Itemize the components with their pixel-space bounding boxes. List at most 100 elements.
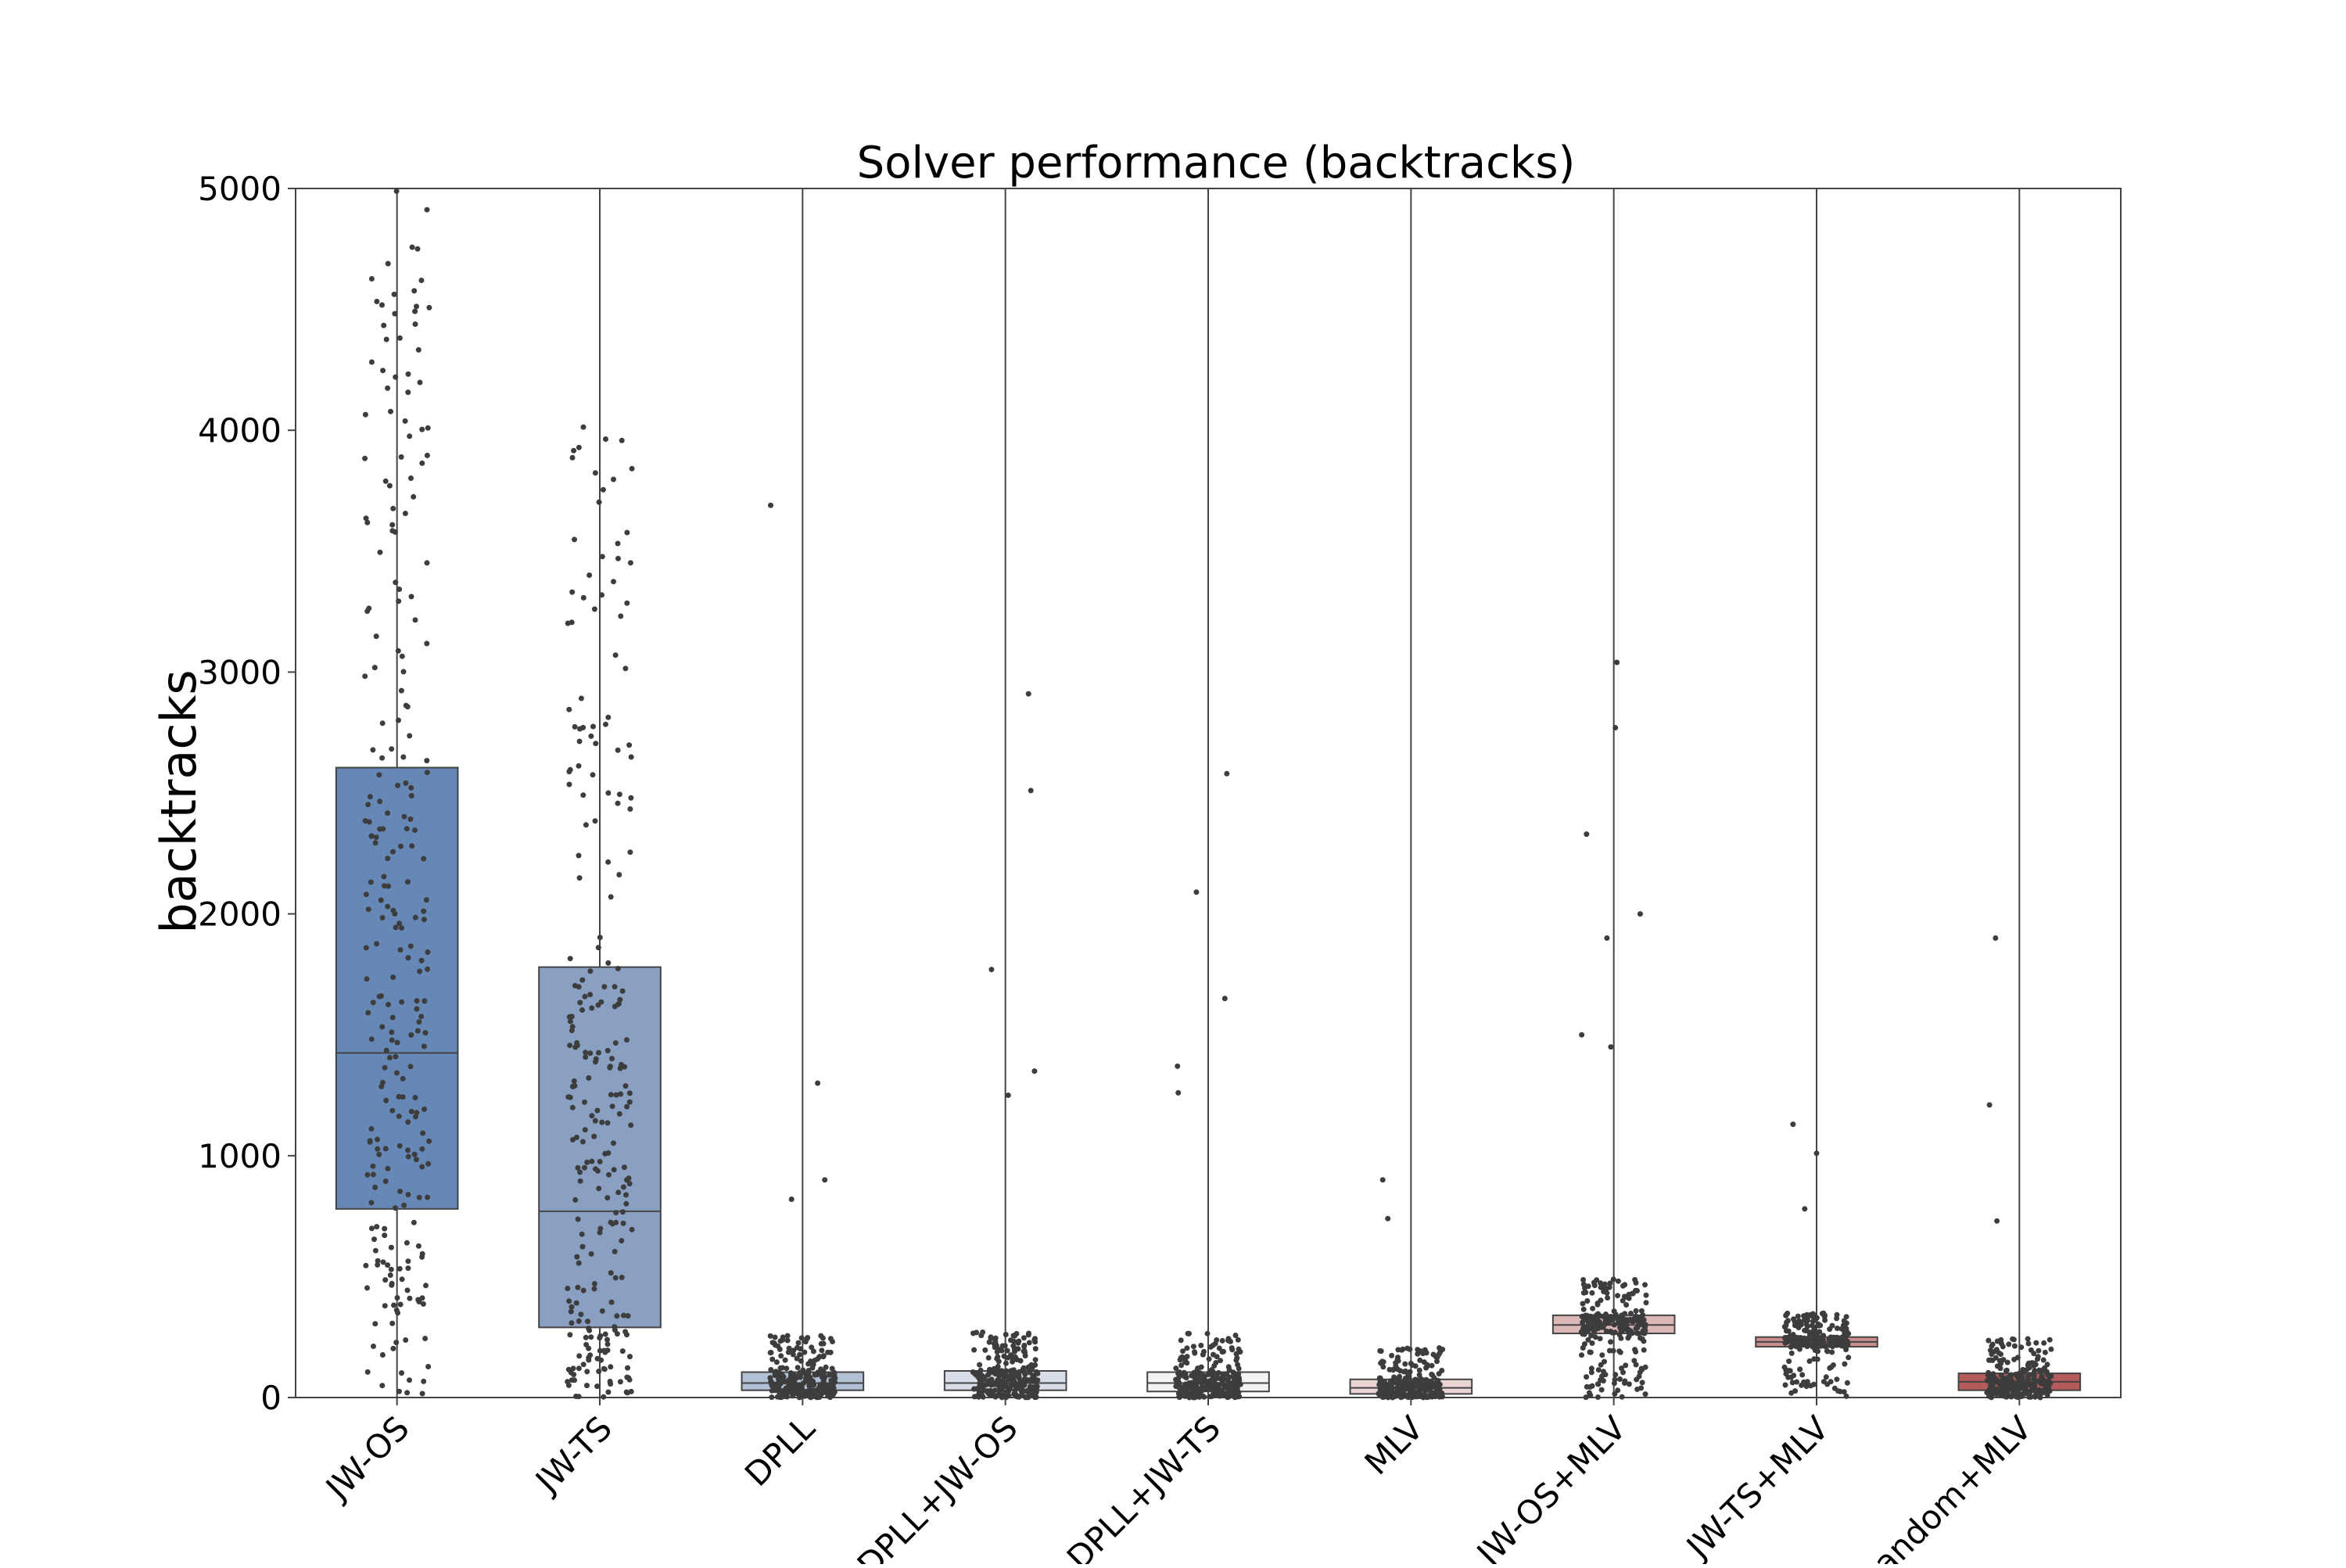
data-point (1796, 1319, 1803, 1325)
data-point (1794, 1379, 1799, 1385)
data-point (1210, 1372, 1216, 1379)
data-point (1435, 1384, 1441, 1390)
data-point (1402, 1375, 1408, 1381)
data-point (405, 955, 411, 961)
data-point (1791, 1372, 1797, 1379)
data-point (591, 1281, 597, 1286)
data-point (565, 620, 571, 626)
outlier-point (1005, 1093, 1011, 1098)
data-point (1781, 1324, 1788, 1330)
data-point (386, 1054, 393, 1060)
data-point (1634, 1288, 1640, 1294)
data-point (615, 555, 621, 562)
data-point (405, 879, 411, 885)
data-point (1813, 1340, 1819, 1347)
data-point (594, 1355, 601, 1362)
data-point (1603, 1328, 1609, 1334)
data-point (1394, 1366, 1401, 1372)
data-point (2032, 1368, 2038, 1373)
data-point (414, 246, 421, 252)
data-point (1186, 1330, 1192, 1337)
data-point (593, 1166, 598, 1172)
data-point (1586, 1323, 1592, 1329)
data-point (379, 302, 385, 308)
data-point (1840, 1333, 1846, 1340)
data-point (568, 1369, 574, 1376)
data-point (2025, 1336, 2031, 1342)
data-point (1611, 1322, 1617, 1328)
y-tick-label-4000: 4000 (198, 411, 282, 450)
data-point (1843, 1314, 1849, 1320)
data-point (609, 1221, 615, 1227)
data-point (377, 798, 383, 805)
data-point (1216, 1382, 1222, 1388)
data-point (769, 1340, 776, 1346)
data-point (421, 917, 427, 923)
data-point (974, 1393, 980, 1399)
data-point (1398, 1387, 1404, 1393)
data-point (371, 1236, 377, 1243)
data-point (1834, 1311, 1840, 1318)
data-point (389, 1037, 395, 1043)
data-point (617, 1379, 623, 1385)
data-point (2020, 1369, 2026, 1376)
data-point (2041, 1340, 2047, 1346)
data-point (1598, 1280, 1604, 1286)
data-point (772, 1334, 778, 1340)
data-point (1643, 1300, 1649, 1306)
data-point (1583, 1290, 1589, 1296)
data-point (1628, 1328, 1634, 1334)
data-point (797, 1351, 803, 1358)
box-group (335, 188, 459, 1398)
data-point (607, 1064, 613, 1071)
data-point (1232, 1372, 1238, 1377)
data-point (408, 594, 414, 600)
data-point (1021, 1335, 1027, 1341)
data-point (407, 943, 414, 949)
data-point (1233, 1351, 1239, 1357)
data-point (402, 511, 408, 516)
data-point (1610, 1276, 1616, 1283)
data-point (368, 833, 375, 839)
data-point (773, 1371, 779, 1377)
data-point (1413, 1394, 1419, 1400)
data-point (782, 1357, 788, 1363)
data-point (1996, 1387, 2003, 1393)
data-point (992, 1344, 998, 1351)
data-point (591, 606, 597, 612)
outlier-point (1379, 1177, 1386, 1183)
data-point (1418, 1385, 1423, 1391)
data-point (1607, 1280, 1613, 1286)
data-point (611, 1140, 616, 1146)
data-point (784, 1337, 791, 1344)
data-point (810, 1348, 816, 1355)
data-point (1600, 1313, 1606, 1319)
data-point (1022, 1349, 1028, 1355)
data-point (577, 1169, 583, 1175)
data-point (565, 1382, 572, 1388)
data-point (2040, 1357, 2046, 1363)
data-point (1173, 1365, 1179, 1372)
data-point (2015, 1375, 2021, 1381)
strip-points-dpll (767, 502, 838, 1401)
data-point (624, 1374, 630, 1380)
data-point (407, 1377, 412, 1383)
data-point (1623, 1362, 1629, 1369)
data-point (389, 1280, 395, 1286)
data-point (605, 960, 612, 966)
data-point (790, 1351, 796, 1358)
data-point (424, 640, 430, 647)
data-point (1599, 1352, 1605, 1358)
data-point (1844, 1380, 1850, 1386)
data-point (1035, 1370, 1041, 1376)
data-point (604, 1341, 611, 1347)
data-point (405, 1119, 411, 1125)
data-point (2035, 1391, 2041, 1398)
data-point (1200, 1351, 1206, 1358)
data-point (622, 1083, 629, 1089)
data-point (2029, 1383, 2035, 1390)
data-point (999, 1347, 1005, 1354)
data-point (626, 1090, 633, 1096)
data-point (604, 1337, 610, 1343)
data-point (778, 1380, 784, 1387)
